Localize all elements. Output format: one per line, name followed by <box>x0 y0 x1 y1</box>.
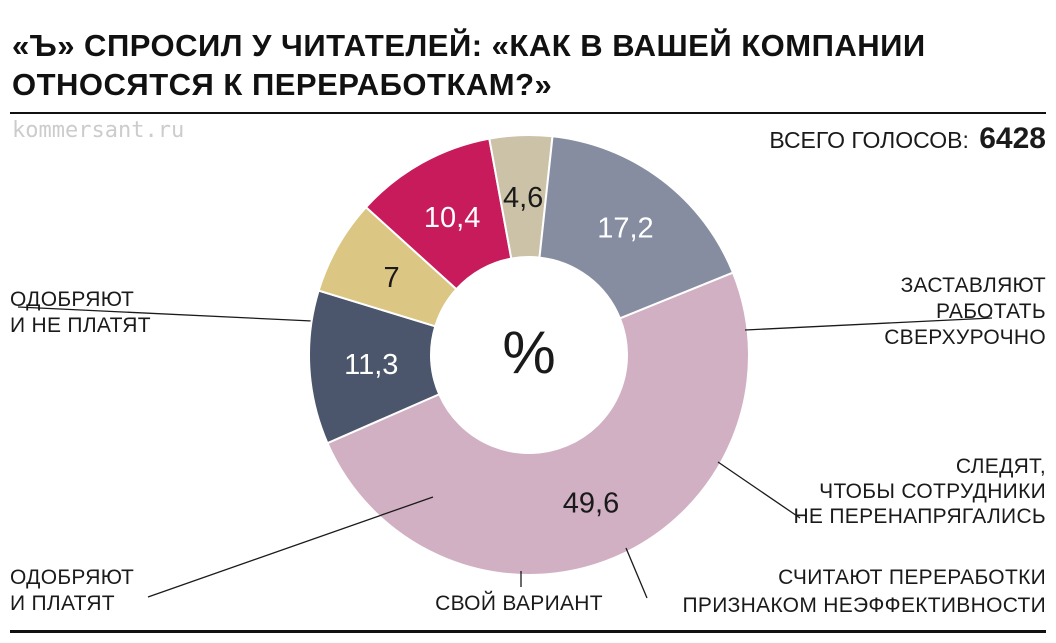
slice-category-label: СЛЕДЯТ, ЧТОБЫ СОТРУДНИКИ НЕ ПЕРЕНАПРЯГАЛИС… <box>793 455 1046 528</box>
leader-line <box>17 306 313 322</box>
slice-category-label: ОДОБРЯЮТ И НЕ ПЛАТЯТ <box>10 288 151 337</box>
slice-value-label: 7 <box>384 262 400 294</box>
bottom-divider <box>10 630 1046 633</box>
slice-category-label: СЧИТАЮТ ПЕРЕРАБОТКИ ПРИЗНАКОМ НЕЭФФЕКТИВН… <box>683 566 1046 617</box>
donut-slice <box>538 135 735 320</box>
slice-value-label: 17,2 <box>597 212 653 244</box>
leader-line <box>147 496 434 598</box>
slice-category-label-line: ЗАСТАВЛЯЮТ <box>901 274 1046 297</box>
total-votes: ВСЕГО ГОЛОСОВ: 6428 <box>769 122 1046 156</box>
slice-category-label-line: НЕ ПЕРЕНАПРЯГАЛИСЬ <box>793 505 1046 528</box>
slice-category-label-line: ЧТОБЫ СОТРУДНИКИ <box>819 480 1046 503</box>
slice-category-label-line: СВОЙ ВАРИАНТ <box>435 591 603 615</box>
top-divider <box>10 112 1046 114</box>
total-votes-label: ВСЕГО ГОЛОСОВ: <box>769 127 969 153</box>
slice-value-label: 4,6 <box>503 182 543 214</box>
slice-value-label: 10,4 <box>424 202 480 234</box>
leader-line <box>717 461 801 519</box>
total-votes-value: 6428 <box>979 122 1046 155</box>
slice-value-label: 11,3 <box>344 349 398 381</box>
slice-value-label: 49,6 <box>563 487 619 519</box>
center-percent-label: % <box>502 319 555 386</box>
slice-category-label-line: ОДОБРЯЮТ <box>10 566 134 589</box>
slice-category-label-line: ПРИЗНАКОМ НЕЭФФЕКТИВНОСТИ <box>683 594 1046 617</box>
slice-category-label-line: РАБОТАТЬ <box>936 300 1046 323</box>
donut-slice <box>326 271 750 576</box>
leader-line <box>625 547 648 599</box>
slice-category-label-line: СВЕРХУРОЧНО <box>884 326 1046 349</box>
slice-category-label: ОДОБРЯЮТ И ПЛАТЯТ <box>10 566 134 615</box>
source-label: kommersant.ru <box>12 118 185 143</box>
slice-category-label-line: И ПЛАТЯТ <box>10 592 115 615</box>
chart-title-line-1: «Ъ» СПРОСИЛ У ЧИТАТЕЛЕЙ: «КАК В ВАШЕЙ КО… <box>12 28 926 63</box>
leader-line <box>744 317 993 331</box>
chart-title: «Ъ» СПРОСИЛ У ЧИТАТЕЛЕЙ: «КАК В ВАШЕЙ КО… <box>12 26 1042 104</box>
chart-title-line-2: ОТНОСЯТСЯ К ПЕРЕРАБОТКАМ?» <box>12 67 553 102</box>
slice-category-label-line: СЛЕДЯТ, <box>956 455 1046 478</box>
slice-category-label-line: ОДОБРЯЮТ <box>10 288 134 311</box>
slice-category-label-line: СЧИТАЮТ ПЕРЕРАБОТКИ <box>778 566 1046 589</box>
slice-category-label-line: И НЕ ПЛАТЯТ <box>10 314 151 337</box>
slice-category-label: СВОЙ ВАРИАНТ <box>435 591 603 615</box>
slice-category-label: ЗАСТАВЛЯЮТ РАБОТАТЬ СВЕРХУРОЧНО <box>884 274 1046 349</box>
